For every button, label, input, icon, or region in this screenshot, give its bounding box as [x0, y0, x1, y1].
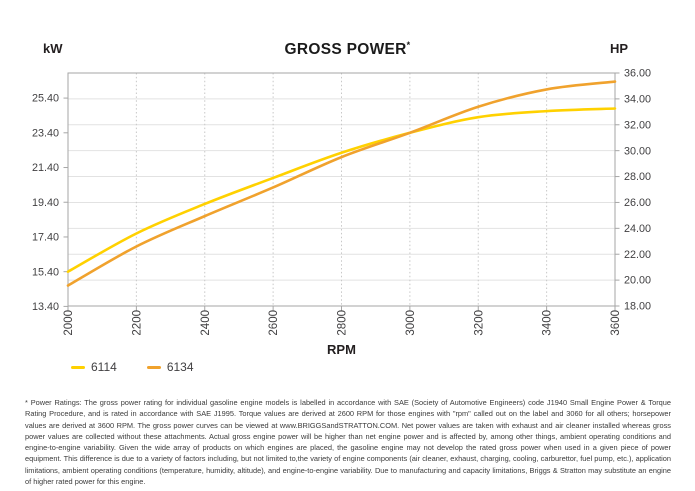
- svg-text:30.00: 30.00: [624, 145, 651, 157]
- left-axis-unit-label: kW: [43, 41, 63, 56]
- curve-6134: [66, 80, 617, 287]
- svg-text:19.40: 19.40: [32, 197, 59, 209]
- svg-text:24.00: 24.00: [624, 223, 651, 235]
- horizontal-gridlines: [68, 72, 615, 307]
- svg-text:34.00: 34.00: [624, 93, 651, 105]
- curve-6114: [66, 107, 617, 273]
- svg-text:18.00: 18.00: [624, 301, 651, 313]
- chart-title-text: GROSS POWER: [284, 41, 407, 59]
- chart-title: GROSS POWER*: [0, 40, 695, 59]
- vertical-gridlines: [135, 73, 548, 306]
- svg-text:3000: 3000: [405, 310, 417, 336]
- svg-text:2200: 2200: [131, 310, 143, 336]
- legend-item-6134: 6134: [146, 360, 194, 374]
- svg-text:13.40: 13.40: [32, 301, 59, 313]
- svg-text:3600: 3600: [610, 310, 622, 336]
- svg-text:2600: 2600: [268, 310, 280, 336]
- svg-text:2800: 2800: [337, 310, 349, 336]
- svg-text:25.40: 25.40: [32, 93, 59, 105]
- right-axis-unit-label: HP: [610, 41, 629, 56]
- svg-text:28.00: 28.00: [624, 171, 651, 183]
- plot-border: [67, 72, 616, 307]
- svg-text:15.40: 15.40: [32, 266, 59, 278]
- legend-item-6114: 6114: [71, 360, 117, 374]
- legend: 6114 6134: [71, 360, 194, 374]
- power-curves-plot: 13.40 15.40 17.40 19.40 21.40 23.40 25.40 18.00…: [32, 68, 651, 336]
- legend-swatch-6134: [146, 365, 161, 369]
- svg-text:26.00: 26.00: [624, 197, 651, 209]
- x-axis-label: RPM: [327, 342, 356, 357]
- right-axis-tick-labels: 18.00 20.00 22.00 24.00 26.00 28.00 30.00 32.00…: [624, 68, 651, 313]
- x-axis-tick-labels: 2000 2200 2400 2600 2800 3000 3200 3400 3600: [63, 310, 622, 336]
- power-ratings-footnote: * Power Ratings: The gross power rating …: [25, 398, 671, 487]
- svg-text:17.40: 17.40: [32, 232, 59, 244]
- svg-text:2400: 2400: [200, 310, 212, 336]
- svg-text:36.00: 36.00: [624, 68, 651, 80]
- left-axis-tick-labels: 13.40 15.40 17.40 19.40 21.40 23.40 25.40: [32, 93, 59, 313]
- svg-text:3200: 3200: [473, 310, 485, 336]
- svg-text:32.00: 32.00: [624, 119, 651, 131]
- chart-title-footnote-marker: *: [406, 40, 411, 50]
- svg-text:3400: 3400: [542, 310, 554, 336]
- legend-swatch-6114: [71, 365, 85, 369]
- svg-text:22.00: 22.00: [624, 249, 651, 261]
- svg-text:23.40: 23.40: [32, 127, 59, 139]
- legend-label-6134: 6134: [166, 360, 194, 374]
- svg-text:21.40: 21.40: [32, 162, 59, 174]
- axis-ticks: [63, 72, 620, 311]
- svg-text:2000: 2000: [63, 310, 75, 336]
- svg-text:20.00: 20.00: [624, 275, 651, 287]
- legend-label-6114: 6114: [91, 360, 117, 374]
